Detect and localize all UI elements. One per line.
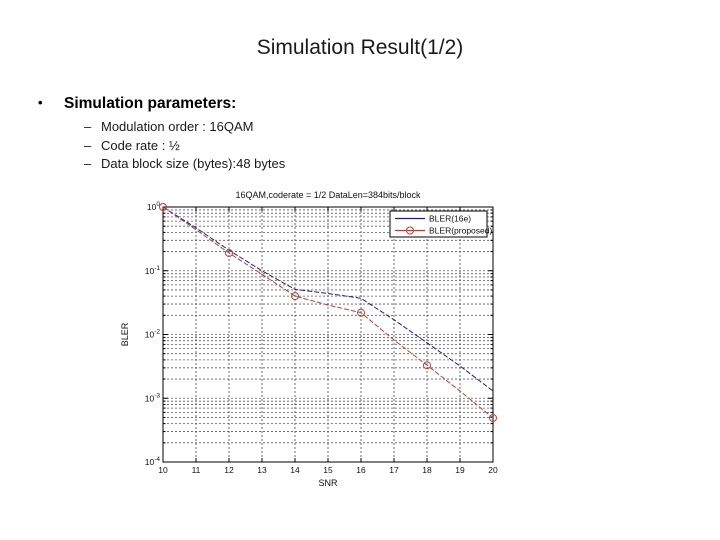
series-marker [357, 308, 365, 317]
x-tick-label: 18 [422, 465, 432, 475]
x-tick-label: 11 [192, 465, 201, 475]
grid-layer [163, 207, 493, 462]
dash-icon: – [84, 156, 92, 171]
legend-label: BLER(16e) [429, 214, 471, 224]
x-tick-label: 13 [257, 465, 267, 475]
dash-icon: – [84, 137, 92, 153]
sub-bullet-block-size: – Data block size (bytes):48 bytes [84, 155, 285, 174]
bullet-icon: • [38, 95, 43, 110]
x-axis-label: SNR [318, 478, 338, 488]
x-tick-label: 12 [224, 465, 234, 475]
x-tick-label: 15 [323, 465, 333, 475]
sub-bullet-text: Data block size (bytes):48 bytes [101, 156, 286, 171]
sub-bullet-text: Code rate : ½ [101, 137, 180, 153]
series-marker [159, 203, 167, 211]
y-tick-label: 10-2 [145, 329, 161, 340]
x-tick-label: 10 [158, 465, 168, 475]
bler-snr-chart: 10 11 12 13 14 15 16 17 18 19 20 100 10-1 10-2 10-3 10-… [100, 185, 520, 500]
chart-title: 16QAM,coderate = 1/2 DataLen=384bits/blo… [235, 190, 421, 200]
slide-title: Simulation Result(1/2) [256, 36, 464, 59]
y-tick-label: 10-3 [145, 392, 161, 403]
bullet-label: Simulation parameters: [64, 95, 237, 112]
x-tick-label: 14 [290, 465, 300, 475]
series-marker [225, 248, 233, 257]
legend-label: BLER(proposed) [429, 226, 492, 236]
legend: BLER(16e) BLER(proposed) [389, 210, 492, 238]
series-line-1 [162, 206, 494, 419]
x-tick-label: 20 [488, 465, 498, 475]
axis-layer: 10 11 12 13 14 15 16 17 18 19 20 100 10-1 10-2 10-3 10-… [145, 201, 498, 475]
series-layer [159, 203, 497, 422]
series-marker [423, 361, 431, 370]
sub-bullet-code-rate: – Code rate : ½ [84, 137, 285, 156]
sub-bullet-list: – Modulation order : 16QAM – Code rate : ½… [84, 118, 285, 174]
x-tick-label: 16 [356, 465, 366, 475]
dash-icon: – [84, 119, 92, 134]
series-marker [291, 292, 299, 301]
y-tick-label: 100 [147, 201, 160, 212]
bullet-simulation-parameters: • Simulation parameters: [38, 95, 236, 113]
x-tick-label: 17 [389, 465, 399, 475]
legend-marker-sample [406, 226, 414, 235]
series-marker [489, 414, 497, 422]
legend-box [389, 210, 488, 238]
bler-chart-svg: 10 11 12 13 14 15 16 17 18 19 20 100 10-1 10-2 10-3 10-… [120, 190, 498, 488]
y-tick-label: 10-4 [145, 456, 161, 467]
x-tick-label: 19 [455, 465, 465, 475]
sub-bullet-modulation: – Modulation order : 16QAM [84, 118, 285, 137]
y-tick-label: 10-1 [145, 265, 161, 276]
y-axis-label: BLER [120, 322, 130, 346]
series-line-0 [162, 206, 494, 392]
sub-bullet-text: Modulation order : 16QAM [101, 119, 254, 134]
